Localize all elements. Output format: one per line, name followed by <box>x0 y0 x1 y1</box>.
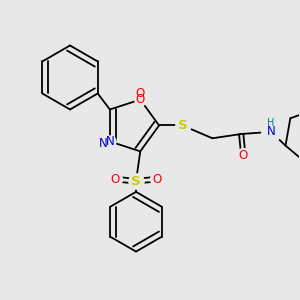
Text: N: N <box>106 135 114 148</box>
Text: N: N <box>267 125 275 138</box>
Text: O: O <box>136 87 145 100</box>
Text: S: S <box>131 175 141 188</box>
Text: O: O <box>153 172 162 186</box>
Text: H: H <box>267 118 275 128</box>
Text: O: O <box>239 149 248 162</box>
Text: O: O <box>110 172 119 186</box>
Text: N: N <box>99 137 108 150</box>
Text: O: O <box>136 93 145 106</box>
Text: S: S <box>178 119 187 132</box>
